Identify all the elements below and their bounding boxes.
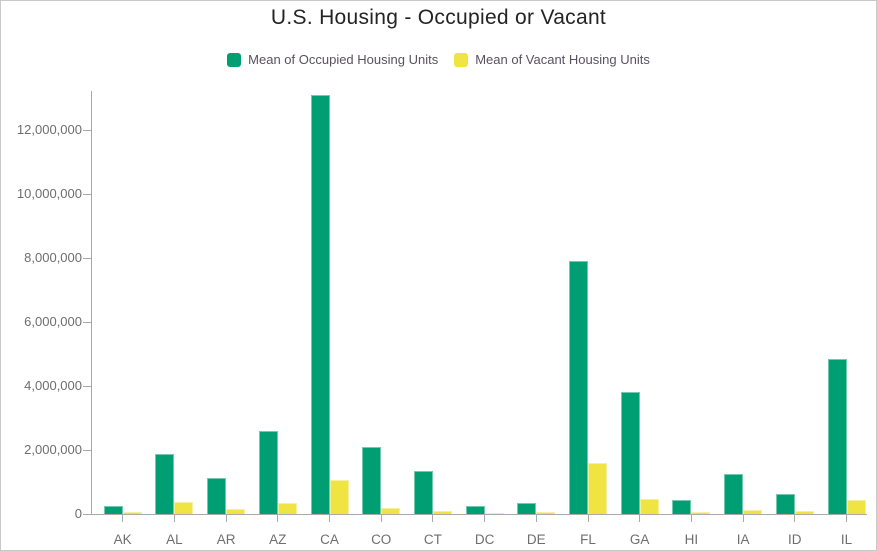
y-axis-tick (83, 193, 91, 195)
bar-occupied-de (517, 503, 537, 514)
bar-group-ga: GA (614, 91, 666, 547)
occupied-series-swatch-icon (227, 52, 242, 67)
bar-occupied-hi (672, 499, 692, 514)
bar-vacant-ak (122, 512, 142, 514)
x-axis-tick (380, 515, 382, 522)
bar-occupied-ct (413, 470, 433, 514)
bar-vacant-co (381, 508, 401, 514)
x-axis-tick (690, 515, 692, 522)
vacant-series-swatch-icon (454, 52, 469, 67)
y-axis-tick (83, 257, 91, 259)
y-axis-tick (83, 385, 91, 387)
bar-vacant-il (846, 499, 866, 514)
x-axis-tick (225, 515, 227, 522)
legend-label-occupied: Mean of Occupied Housing Units (248, 52, 439, 67)
y-axis-tick-label: 10,000,000 (16, 186, 82, 201)
x-axis-category-label: HI (684, 532, 699, 547)
x-axis-tick (535, 515, 537, 522)
y-axis-tick (83, 449, 91, 451)
bar-occupied-ia (724, 474, 744, 514)
x-axis-category-label: ID (788, 532, 802, 547)
bar-group-ar: AR (200, 91, 252, 547)
x-axis-tick (432, 515, 434, 522)
x-axis-category-label: CO (371, 532, 392, 547)
bar-vacant-al (174, 502, 194, 514)
x-axis-category-label: IL (840, 532, 853, 547)
legend-item-vacant: Mean of Vacant Housing Units (454, 52, 650, 67)
x-axis-category-label: DC (474, 532, 495, 547)
x-axis-category-label: CA (320, 532, 339, 547)
bar-group-dc: DC (459, 91, 511, 547)
bar-vacant-ar (226, 508, 246, 514)
bar-vacant-ia (743, 510, 763, 514)
x-axis-tick (639, 515, 641, 522)
bar-occupied-ar (207, 477, 227, 514)
y-axis-tick-label: 8,000,000 (24, 250, 82, 265)
x-axis-tick (794, 515, 796, 522)
x-axis-category-label: DE (526, 532, 546, 547)
bar-occupied-ca (310, 94, 330, 514)
bar-group-al: AL (148, 91, 200, 547)
bar-group-co: CO (355, 91, 407, 547)
bar-occupied-al (155, 454, 175, 514)
bar-vacant-ct (432, 510, 452, 514)
bar-vacant-de (536, 511, 556, 514)
x-axis-category-label: IA (736, 532, 750, 547)
y-axis-tick-label: 2,000,000 (24, 442, 82, 457)
x-axis-category-label: GA (629, 532, 650, 547)
x-axis-tick (173, 515, 175, 522)
bar-vacant-id (794, 511, 814, 514)
bar-vacant-ga (639, 499, 659, 514)
bar-vacant-ca (329, 480, 349, 514)
y-axis-tick-label: 6,000,000 (24, 314, 82, 329)
x-axis-tick (484, 515, 486, 522)
bar-group-ia: IA (717, 91, 769, 547)
x-axis-tick (329, 515, 330, 522)
bar-group-ct: CT (407, 91, 459, 547)
x-axis-category-label: CT (423, 532, 442, 547)
x-axis-category-label: AK (113, 532, 132, 547)
bar-group-de: DE (510, 91, 562, 547)
legend-item-occupied: Mean of Occupied Housing Units (227, 52, 438, 67)
bar-vacant-az (277, 502, 297, 514)
bar-group-fl: FL (562, 91, 614, 547)
bar-occupied-fl (569, 261, 588, 514)
bar-occupied-ak (103, 506, 123, 514)
y-axis-tick (83, 321, 91, 323)
bar-occupied-co (362, 447, 382, 514)
y-axis-tick (83, 513, 91, 515)
x-axis-tick (277, 515, 279, 522)
bar-occupied-id (775, 494, 795, 514)
x-axis-category-label: FL (580, 532, 596, 547)
x-axis-tick (587, 515, 589, 522)
bar-vacant-fl (588, 463, 607, 514)
y-axis-tick-label: 0 (74, 506, 82, 521)
bar-occupied-ga (620, 392, 640, 514)
x-axis-tick (122, 515, 124, 522)
bar-group-hi: HI (665, 91, 717, 547)
legend-label-vacant: Mean of Vacant Housing Units (475, 52, 650, 67)
x-axis-category-label: AL (166, 532, 183, 547)
x-axis-tick (846, 515, 847, 522)
y-axis-tick (83, 129, 91, 131)
bar-occupied-il (827, 358, 847, 514)
bar-vacant-hi (691, 511, 711, 514)
bar-group-az: AZ (252, 91, 304, 547)
chart-title: U.S. Housing - Occupied or Vacant (270, 6, 607, 29)
x-axis-tick (742, 515, 744, 522)
x-axis-category-label: AR (216, 532, 236, 547)
bar-occupied-az (258, 430, 278, 514)
bar-group-il: IL (821, 91, 873, 547)
y-axis-tick-label: 4,000,000 (24, 378, 82, 393)
x-axis-category-label: AZ (269, 532, 287, 547)
bar-occupied-dc (465, 505, 485, 514)
y-axis-tick-label: 12,000,000 (16, 122, 82, 137)
bar-group-ca: CA (304, 91, 356, 547)
bar-group-ak: AK (97, 91, 149, 547)
bar-group-id: ID (769, 91, 821, 547)
bar-vacant-dc (484, 513, 504, 514)
legend: Mean of Occupied Housing Units Mean of V… (1, 52, 876, 67)
plot-area: 0 2,000,000 4,000,000 6,000,000 8,000,000 10,… (17, 91, 867, 547)
